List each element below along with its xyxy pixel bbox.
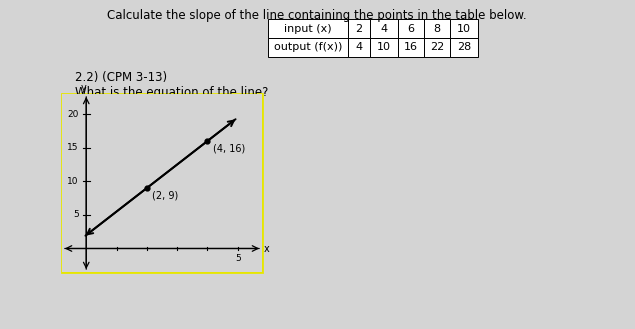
- Text: 10: 10: [457, 23, 471, 34]
- Bar: [348, 19, 370, 38]
- Bar: [450, 38, 478, 57]
- Text: 15: 15: [67, 143, 79, 152]
- Text: 28: 28: [457, 42, 471, 53]
- Bar: [424, 19, 450, 38]
- Text: output (f(x)): output (f(x)): [274, 42, 342, 53]
- Text: (4, 16): (4, 16): [213, 143, 245, 153]
- Bar: [424, 38, 450, 57]
- Bar: [398, 19, 424, 38]
- Bar: [370, 38, 398, 57]
- Text: x: x: [264, 244, 269, 255]
- Text: 4: 4: [356, 42, 363, 53]
- Text: 2: 2: [356, 23, 363, 34]
- Text: y: y: [81, 83, 86, 93]
- Text: 22: 22: [430, 42, 444, 53]
- Bar: [62, 94, 262, 272]
- Bar: [370, 19, 398, 38]
- Text: What is the equation of the line?: What is the equation of the line?: [75, 86, 269, 99]
- Text: 4: 4: [380, 23, 387, 34]
- Text: 5: 5: [235, 254, 241, 263]
- Text: 2.2) (CPM 3-13): 2.2) (CPM 3-13): [75, 71, 167, 84]
- Bar: [348, 38, 370, 57]
- Text: 10: 10: [377, 42, 391, 53]
- Bar: [450, 19, 478, 38]
- Text: 8: 8: [434, 23, 441, 34]
- Bar: [398, 38, 424, 57]
- Text: 6: 6: [408, 23, 415, 34]
- Text: (2, 9): (2, 9): [152, 190, 178, 200]
- Bar: [268, 38, 348, 57]
- Bar: [268, 19, 348, 38]
- Text: 10: 10: [67, 177, 79, 186]
- Text: 20: 20: [67, 110, 79, 119]
- Text: 5: 5: [73, 211, 79, 219]
- Text: 16: 16: [404, 42, 418, 53]
- Text: Calculate the slope of the line containing the points in the table below.: Calculate the slope of the line containi…: [107, 9, 527, 22]
- Text: input (x): input (x): [284, 23, 332, 34]
